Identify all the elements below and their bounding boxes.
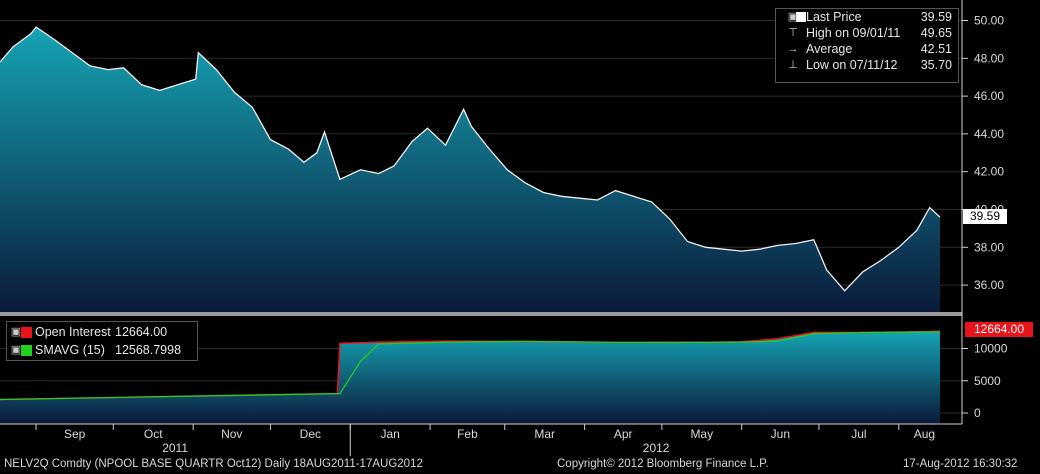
year-label: 2012	[643, 441, 670, 455]
checkbox-icon: ▣	[787, 11, 799, 23]
x-month-label: Jan	[380, 427, 399, 441]
year-label: 2011	[162, 441, 188, 455]
price-y-tick-label: 50.00	[974, 14, 1004, 28]
low-marker-icon: ⊥	[788, 59, 798, 71]
oi-y-tick-label: 0	[974, 406, 981, 420]
price-y-tick-label: 38.00	[974, 240, 1004, 254]
x-month-label: Nov	[221, 427, 242, 441]
price-area	[0, 27, 940, 312]
legend-row-smavg: ▣ SMAVG (15) 12568.7998	[10, 343, 182, 357]
footer-copyright: Copyright© 2012 Bloomberg Finance L.P.	[557, 458, 769, 470]
average-marker-icon: →	[787, 43, 799, 55]
oi-legend: ▣ Open Interest 12664.00 ▣ SMAVG (15) 12568.…	[6, 321, 198, 361]
last-price-swatch	[796, 12, 806, 22]
footer-ticker: NELV2Q Comdty (NPOOL BASE QUARTR Oct12) …	[4, 458, 423, 470]
checkbox-icon: ▣	[10, 344, 22, 356]
price-line	[0, 26, 941, 292]
x-month-label: May	[690, 427, 713, 441]
x-month-label: Mar	[534, 427, 555, 441]
footer-timestamp: 17-Aug-2012 16:30:32	[903, 458, 1018, 470]
legend-row-low: ⊥ Low on 07/11/12 35.70	[776, 57, 958, 73]
price-y-tick-label: 42.00	[974, 165, 1004, 179]
x-month-label: Jul	[851, 427, 866, 441]
oi-y-tick-label: 5000	[974, 374, 1001, 388]
last-price-tag: 39.59	[963, 209, 1007, 224]
x-month-label: Sep	[64, 427, 86, 441]
open-interest-tag: 12664.00	[965, 322, 1033, 337]
legend-row-average: → Average 42.51	[787, 42, 953, 56]
smavg-line	[0, 331, 941, 401]
x-month-ticks: Sep Oct Nov Dec Jan Feb Mar Apr May Jun Jul Aug	[35, 424, 935, 441]
open-interest-swatch	[21, 327, 32, 338]
price-legend: ▣ Last Price 39.59 ⊤ High on 09/01/11 49.65 …	[775, 8, 959, 83]
x-month-label: Jun	[771, 427, 790, 441]
x-month-label: Dec	[300, 427, 321, 441]
x-month-label: Aug	[914, 427, 935, 441]
oi-area	[0, 331, 940, 424]
high-marker-icon: ⊤	[788, 27, 798, 39]
legend-row-last: ▣ Last Price 39.59	[787, 10, 952, 24]
legend-row-open-interest: ▣ Open Interest 12664.00	[10, 325, 168, 339]
x-month-label: Feb	[457, 427, 478, 441]
oi-y-ticks: 10000 5000 0	[962, 342, 1008, 420]
panel-divider	[0, 312, 962, 316]
checkbox-icon: ▣	[10, 326, 22, 338]
price-y-tick-label: 44.00	[974, 127, 1004, 141]
x-month-label: Oct	[144, 427, 163, 441]
price-y-tick-label: 46.00	[974, 89, 1004, 103]
smavg-swatch	[21, 345, 32, 356]
price-y-tick-label: 36.00	[974, 278, 1004, 292]
price-y-tick-label: 48.00	[974, 51, 1004, 65]
x-month-label: Apr	[614, 427, 633, 441]
x-year-labels: 2011 2012	[162, 424, 670, 456]
legend-row-high: ⊤ High on 09/01/11 49.65	[776, 25, 958, 41]
oi-y-tick-label: 10000	[974, 342, 1008, 356]
